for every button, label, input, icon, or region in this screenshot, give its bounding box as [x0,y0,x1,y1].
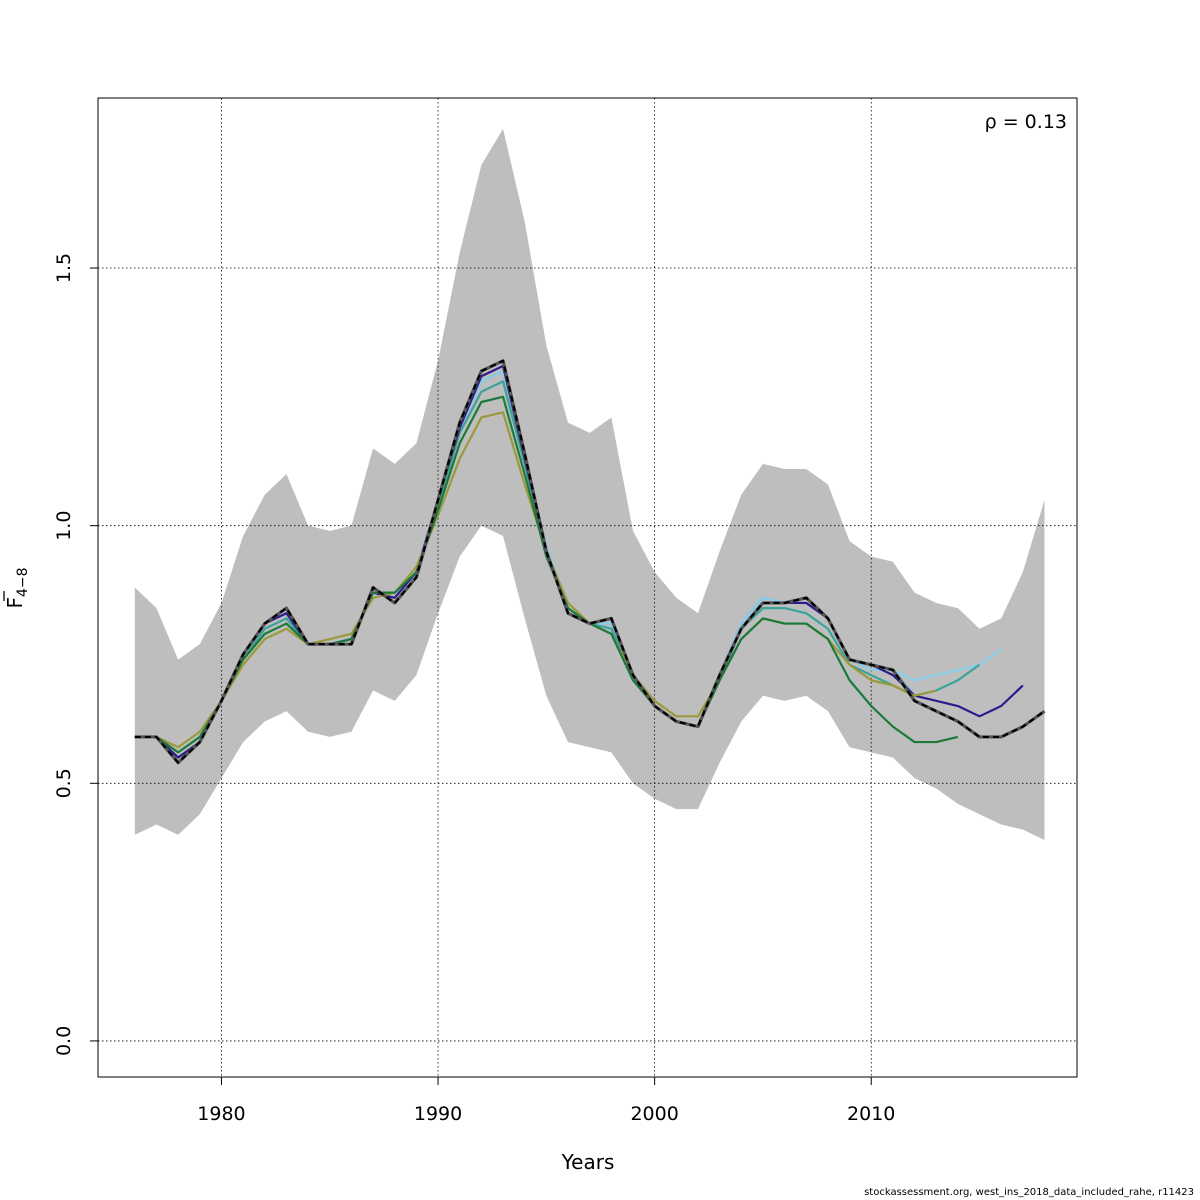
rho-annotation: ρ = 0.13 [985,111,1067,133]
series-layer [134,359,1046,765]
y-axis-label-sub: 4−8 [15,567,31,597]
y-tick-label: 0.0 [53,1026,75,1056]
y-axis-label-main: F [3,597,27,609]
plot-frame [97,97,1078,1078]
y-axis-label: F4−8 [3,567,31,608]
x-tick-label: 2000 [630,1103,678,1125]
x-tick-label: 1990 [414,1103,462,1125]
y-tick-label: 1.0 [53,511,75,541]
footer-credit: stockassessment.org, west_ins_2018_data_… [864,1187,1194,1198]
grid-layer [98,98,1077,1077]
svg-text:F4−8: F4−8 [3,567,31,608]
x-tick-label: 2010 [847,1103,895,1125]
confidence-band-layer [134,128,1045,840]
confidence-band [134,128,1045,840]
x-axis: 1980 1990 2000 2010 [197,1077,895,1125]
series-line-6 [134,359,1046,764]
series-line-5 [134,395,959,754]
y-tick-label: 0.5 [53,768,75,798]
x-axis-label: Years [561,1150,615,1174]
y-tick-label: 1.5 [53,253,75,283]
y-axis: 0.0 0.5 1.0 1.5 [53,253,98,1056]
x-tick-label: 1980 [197,1103,245,1125]
